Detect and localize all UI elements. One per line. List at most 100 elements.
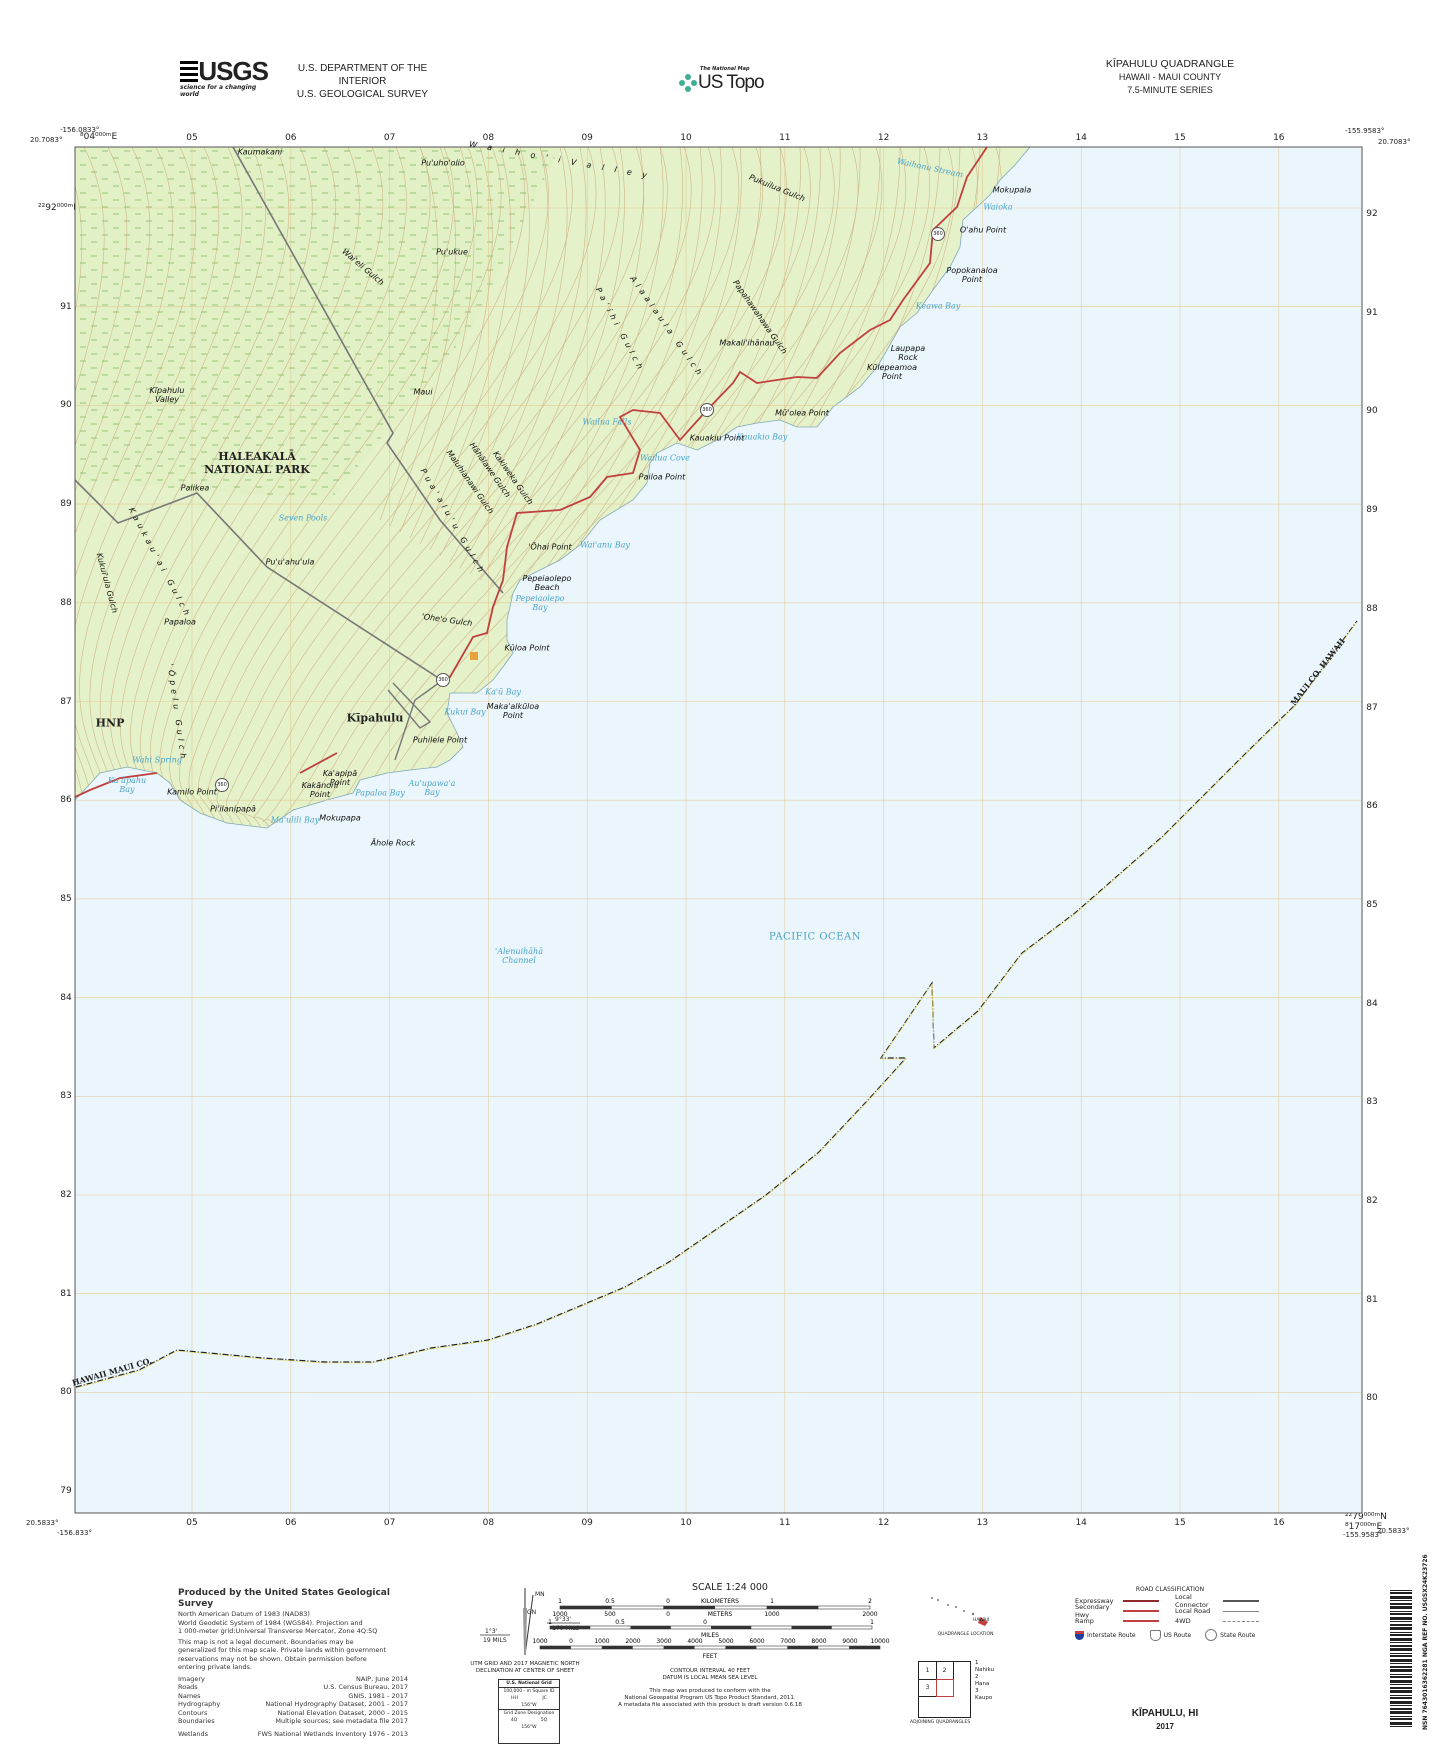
current-quad-cell <box>936 1679 954 1697</box>
corner-top-left-lat: 20.7083° <box>30 136 63 144</box>
scale-bar <box>539 1645 881 1650</box>
place-label: Maui <box>413 387 433 397</box>
scale-tick: 1 <box>770 1598 774 1605</box>
us-topo-text: US Topo <box>698 72 765 93</box>
place-label: Pailoa Point <box>638 472 686 482</box>
logo-tagline: science for a changing world <box>180 84 257 98</box>
highway-360 <box>442 146 988 681</box>
scale-tick: 5000 <box>718 1638 733 1645</box>
place-label: Au'upawa'a Bay <box>408 779 456 797</box>
utm-grid <box>75 147 1362 1513</box>
forest-area <box>75 147 560 500</box>
county-boundary <box>75 620 1358 1388</box>
scale-tick: 6000 <box>749 1638 764 1645</box>
us-topo-logo: The National Map US Topo <box>678 66 765 94</box>
source-row: Wetlands FWS National Wetlands Inventory … <box>178 1730 408 1739</box>
north-arrows <box>480 1588 580 1656</box>
corner-top-left-northing: ²²92⁰⁰⁰ᵐN <box>38 203 80 213</box>
state-route-shield-icon <box>1205 1629 1218 1641</box>
scale-title: SCALE 1:24 000 <box>692 1582 768 1593</box>
place-label: Palikea <box>180 483 210 493</box>
easting-label-top: 11 <box>779 133 791 143</box>
hawaii-islands-map <box>931 1597 988 1626</box>
note-line: reservations may not be shown. Obtain pe… <box>178 1654 367 1663</box>
northing-label-left: 87 <box>60 696 72 707</box>
northing-label-right: 88 <box>1366 603 1378 614</box>
place-label: Ma'ulili Bay <box>270 815 320 825</box>
source-value: National Hydrography Dataset, 2001 - 201… <box>265 1700 408 1708</box>
contour-line <box>429 147 530 551</box>
northing-label-left: 88 <box>60 597 72 608</box>
scale-unit-ft: FEET <box>703 1653 718 1660</box>
quad-title-block: KĪPAHULU QUADRANGLE HAWAII - MAUI COUNTY… <box>1090 58 1250 97</box>
scale-bar-segment <box>711 1626 752 1629</box>
place-label: Kīpahulu <box>346 711 404 725</box>
northing-label-left: 86 <box>60 795 72 806</box>
contour-line <box>75 147 196 828</box>
corner-bottom-right-northing: ²²79⁰⁰⁰ᵐN <box>1345 1512 1387 1522</box>
barcode-bar <box>1390 1659 1412 1662</box>
barcode-bar <box>1390 1642 1412 1643</box>
legend-ramp: Ramp <box>1075 1617 1094 1625</box>
note-line: 1 000-meter grid:Universal Transverse Me… <box>178 1627 378 1635</box>
scale-unit-km: KILOMETERS <box>701 1598 739 1605</box>
easting-label-bottom: 07 <box>383 1518 396 1528</box>
scale-bar-segment <box>766 1606 819 1609</box>
barcode-bar <box>1390 1634 1412 1636</box>
easting-label-top: 06 <box>285 133 297 143</box>
grid-lon2: 156°W <box>521 1725 537 1730</box>
place-label: Wahi Spring <box>132 755 182 765</box>
barcode-bar <box>1390 1676 1412 1678</box>
datum-note: DATUM IS LOCAL MEAN SEA LEVEL <box>662 1675 758 1681</box>
state-route-360-shield: 360 <box>215 778 229 792</box>
contour-line <box>188 147 502 828</box>
northing-label-right: 90 <box>1366 406 1378 417</box>
northing-label-left: 91 <box>60 301 72 312</box>
scale-bar-segment <box>663 1646 695 1649</box>
road-class-title: ROAD CLASSIFICATION <box>1135 1586 1205 1593</box>
contour-line <box>75 147 128 828</box>
easting-label-top: 05 <box>186 133 198 143</box>
mn-label: MN <box>535 1591 545 1598</box>
northing-label-right: 80 <box>1366 1393 1378 1404</box>
scale-tick: 1000 <box>532 1638 547 1645</box>
contour-interval: CONTOUR INTERVAL 40 FEET <box>670 1668 750 1674</box>
map-frame <box>74 146 1363 1514</box>
source-row: Roads U.S. Census Bureau, 2017 <box>178 1683 408 1692</box>
northing-label-right: 83 <box>1366 1097 1378 1108</box>
barcode-bar <box>1390 1711 1412 1714</box>
scale-tick: 2 <box>868 1598 872 1605</box>
place-label: 'Alenuihāhā Channel <box>495 947 543 965</box>
national-map-text: The National Map <box>700 66 750 72</box>
scale-block: SCALE 1:24 000 1 0.5 0 1 2 1000 500 0 1000 2000 KI… <box>532 1582 900 1708</box>
note-line: 3 Kaupo <box>975 1688 993 1701</box>
place-label: Wailua Falls <box>582 417 632 427</box>
barcode-bar <box>1390 1645 1412 1647</box>
source-row: Names GNIS, 1981 - 2017 <box>178 1692 408 1701</box>
place-label: Kūlepeamoa Point <box>867 363 917 381</box>
barcode-bar <box>1390 1655 1412 1657</box>
state-route-360-shield: 360 <box>700 403 714 417</box>
source-key: Roads <box>178 1683 198 1691</box>
barcode-bar <box>1390 1624 1412 1626</box>
gz-left: 4Q <box>510 1718 518 1723</box>
contour-line <box>499 147 664 593</box>
note-line: North American Datum of 1983 (NAD83) <box>178 1610 310 1618</box>
barcode-image <box>1390 1590 1412 1727</box>
note-line: 1 Nahiku <box>975 1660 995 1673</box>
easting-label-top: 12 <box>877 133 890 143</box>
place-label: Makali'ihānau <box>719 338 775 348</box>
grid-left: HH <box>511 1696 518 1701</box>
northing-label-right: 89 <box>1366 505 1378 516</box>
northing-label-right: 85 <box>1366 899 1378 910</box>
barcode-bar <box>1390 1638 1412 1641</box>
production-notes: Produced by the United States Geological… <box>178 1588 413 1738</box>
scale-bar-segment <box>849 1646 880 1649</box>
contour-line <box>169 147 455 828</box>
scale-bar-segment <box>663 1606 715 1609</box>
easting-label-bottom: 11 <box>779 1518 791 1528</box>
barcode-bar <box>1390 1666 1412 1668</box>
barcode-bar <box>1390 1653 1412 1654</box>
quadrangle-location: HAWAII QUADRANGLE LOCATION <box>918 1590 1013 1650</box>
